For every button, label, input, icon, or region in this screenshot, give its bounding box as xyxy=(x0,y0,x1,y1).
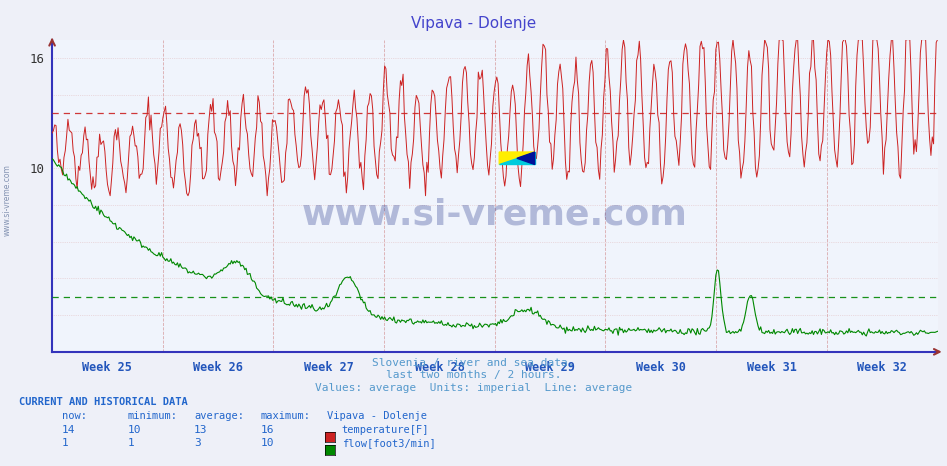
Text: 13: 13 xyxy=(194,425,207,435)
Text: 10: 10 xyxy=(128,425,141,435)
Text: 1: 1 xyxy=(62,438,68,448)
Text: last two months / 2 hours.: last two months / 2 hours. xyxy=(385,370,562,380)
Text: flow[foot3/min]: flow[foot3/min] xyxy=(342,438,436,448)
Text: Vipava - Dolenje: Vipava - Dolenje xyxy=(411,16,536,31)
Text: average:: average: xyxy=(194,411,244,421)
Polygon shape xyxy=(517,152,535,164)
Text: www.si-vreme.com: www.si-vreme.com xyxy=(3,164,12,236)
Text: 10: 10 xyxy=(260,438,274,448)
Text: maximum:: maximum: xyxy=(260,411,311,421)
Text: 14: 14 xyxy=(62,425,75,435)
Text: Slovenia / river and sea data.: Slovenia / river and sea data. xyxy=(372,358,575,368)
Text: 16: 16 xyxy=(260,425,274,435)
Text: now:: now: xyxy=(62,411,86,421)
Text: 3: 3 xyxy=(194,438,201,448)
Text: minimum:: minimum: xyxy=(128,411,178,421)
Text: Values: average  Units: imperial  Line: average: Values: average Units: imperial Line: av… xyxy=(314,383,633,393)
Text: temperature[F]: temperature[F] xyxy=(342,425,429,435)
Polygon shape xyxy=(499,152,535,164)
Text: CURRENT AND HISTORICAL DATA: CURRENT AND HISTORICAL DATA xyxy=(19,397,188,407)
Text: Vipava - Dolenje: Vipava - Dolenje xyxy=(327,411,427,421)
Text: www.si-vreme.com: www.si-vreme.com xyxy=(302,198,688,232)
Text: 1: 1 xyxy=(128,438,134,448)
Polygon shape xyxy=(499,152,535,164)
